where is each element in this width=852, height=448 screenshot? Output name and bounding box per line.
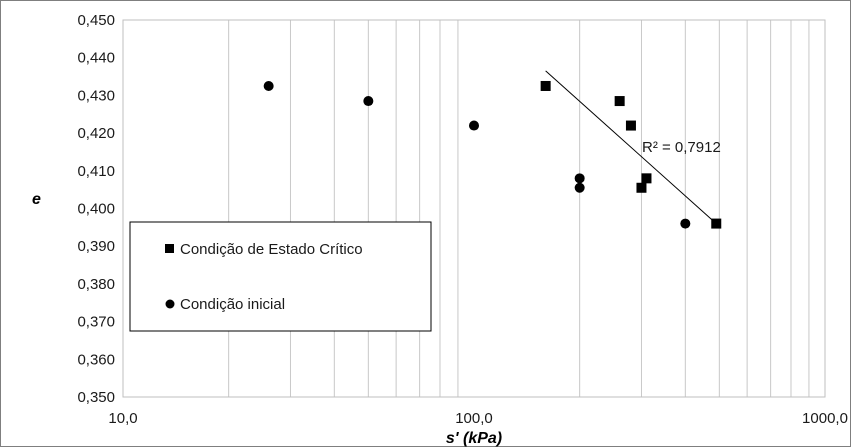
y-tick-label: 0,370 [77,314,115,331]
square-marker [711,218,722,229]
data-points [263,80,722,229]
x-tick-label: 1000,0 [802,410,848,427]
circle-marker [263,80,274,91]
x-axis-ticks: 10,0 100,0 1000,0 [108,410,848,427]
legend-box [129,221,432,332]
trendline [545,70,717,224]
y-tick-label: 0,410 [77,163,115,180]
legend-circle-icon [165,299,175,309]
square-marker [614,96,625,107]
circle-marker [574,173,585,184]
x-tick-label: 100,0 [455,410,493,427]
y-axis-title: e [32,191,41,208]
x-axis-title: s' (kPa) [446,430,502,447]
legend: Condição de Estado Crítico Condição inici… [129,221,432,332]
legend-label: Condição de Estado Crítico [180,241,363,258]
square-marker [625,120,636,131]
square-marker [636,182,647,193]
y-tick-label: 0,380 [77,276,115,293]
r-squared-label: R² = 0,7912 [642,139,721,156]
y-tick-label: 0,350 [77,389,115,406]
legend-items: Condição de Estado Crítico Condição inici… [165,241,363,313]
y-tick-label: 0,440 [77,50,115,67]
legend-label: Condição inicial [180,296,285,313]
y-tick-label: 0,390 [77,238,115,255]
circle-marker [363,96,374,107]
square-marker [540,80,551,91]
y-axis-ticks: 0,450 0,440 0,430 0,420 0,410 0,400 0,390 0,380… [77,12,115,406]
legend-square-icon [165,244,174,253]
x-tick-label: 10,0 [108,410,137,427]
square-marker [641,173,652,184]
circle-marker [469,120,479,131]
grid-lines [228,20,810,397]
y-tick-label: 0,450 [77,12,115,29]
circle-marker [574,182,585,193]
circle-marker [680,218,691,229]
y-tick-label: 0,360 [77,351,115,368]
y-tick-label: 0,430 [77,87,115,104]
y-tick-label: 0,400 [77,201,115,218]
y-tick-label: 0,420 [77,125,115,142]
plot-area [122,19,826,398]
